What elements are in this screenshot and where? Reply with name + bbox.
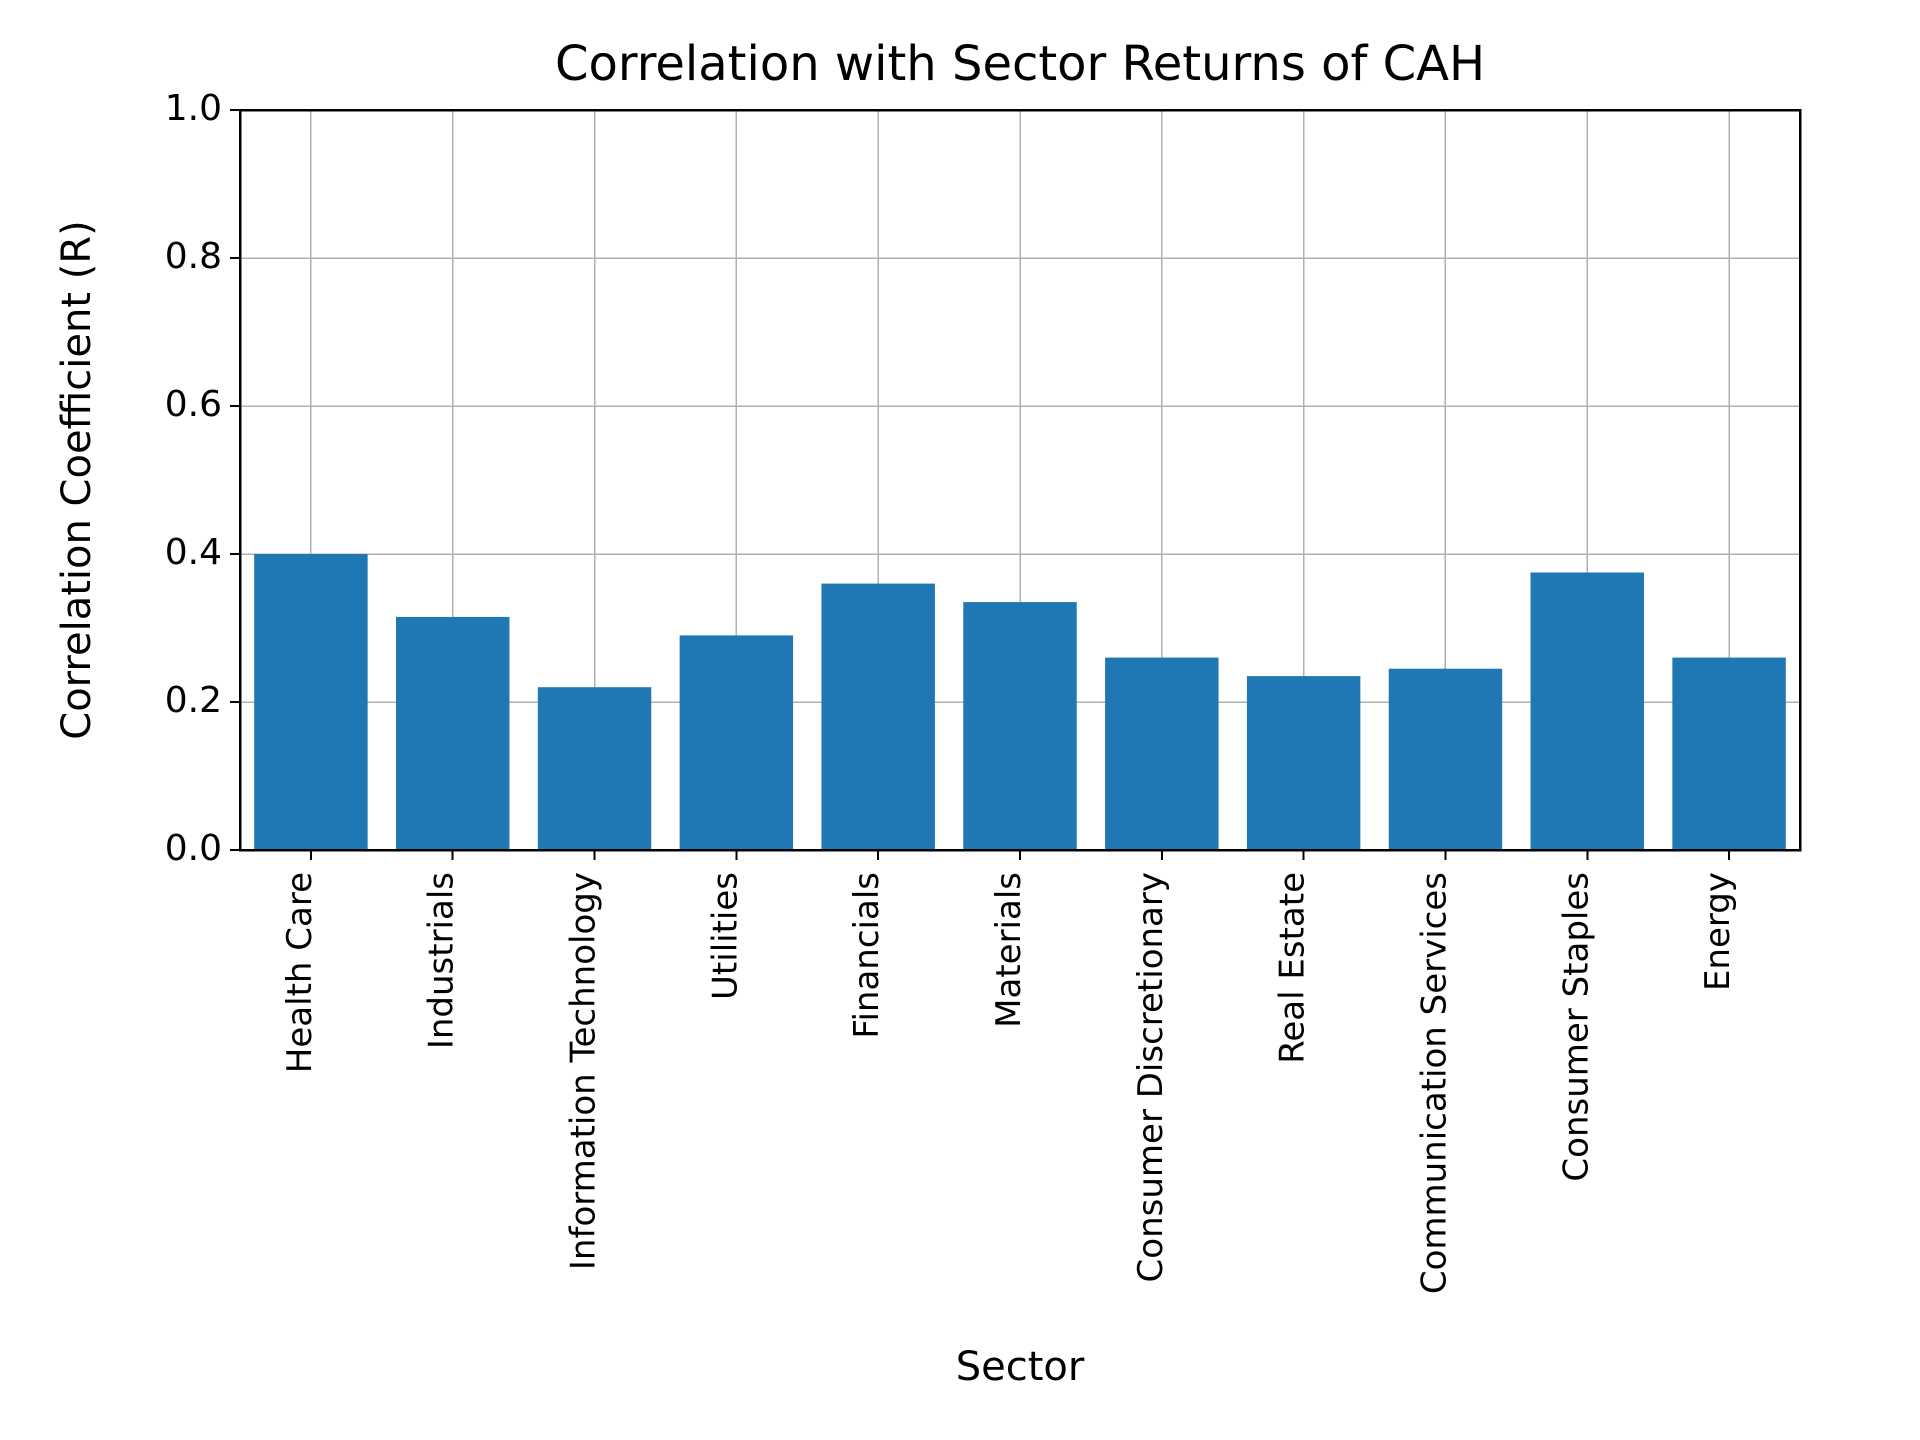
bar [254, 554, 367, 850]
bar [1672, 658, 1785, 850]
bar [1105, 658, 1218, 850]
x-tick-label: Utilities [705, 872, 745, 1000]
bar [680, 635, 793, 850]
x-tick-label: Materials [989, 872, 1029, 1028]
x-axis-label: Sector [956, 1344, 1085, 1390]
y-tick-label: 0.4 [165, 532, 222, 573]
y-tick-label: 0.6 [165, 384, 222, 425]
x-tick-label: Communication Services [1414, 872, 1454, 1294]
bar [821, 584, 934, 850]
x-tick-label: Financials [847, 872, 887, 1039]
bar [1389, 669, 1502, 850]
x-tick-label: Real Estate [1273, 872, 1313, 1064]
y-tick-label: 0.0 [165, 828, 222, 869]
bar [538, 687, 651, 850]
x-tick-label: Energy [1698, 872, 1738, 991]
x-axis: Health Care Industrials Information Techno… [280, 850, 1738, 1294]
chart-title: Correlation with Sector Returns of CAH [555, 36, 1485, 92]
x-tick-label: Consumer Discretionary [1131, 872, 1171, 1282]
y-tick-label: 0.8 [165, 236, 222, 277]
x-tick-label: Consumer Staples [1556, 872, 1596, 1182]
y-axis: 0.0 0.2 0.4 0.6 0.8 1.0 [165, 88, 240, 869]
bar [396, 617, 509, 850]
bar [1531, 573, 1644, 851]
bar [1247, 676, 1360, 850]
bar-chart: 0.0 0.2 0.4 0.6 0.8 1.0 Health Care Industrials… [0, 0, 1920, 1440]
bar [963, 602, 1076, 850]
y-axis-label: Correlation Coefficient (R) [54, 220, 100, 739]
x-tick-label: Industrials [422, 872, 462, 1049]
y-tick-label: 0.2 [165, 680, 222, 721]
x-tick-label: Health Care [280, 872, 320, 1073]
y-tick-label: 1.0 [165, 88, 222, 129]
x-tick-label: Information Technology [564, 872, 604, 1270]
chart-container: 0.0 0.2 0.4 0.6 0.8 1.0 Health Care Industrials… [0, 0, 1920, 1440]
